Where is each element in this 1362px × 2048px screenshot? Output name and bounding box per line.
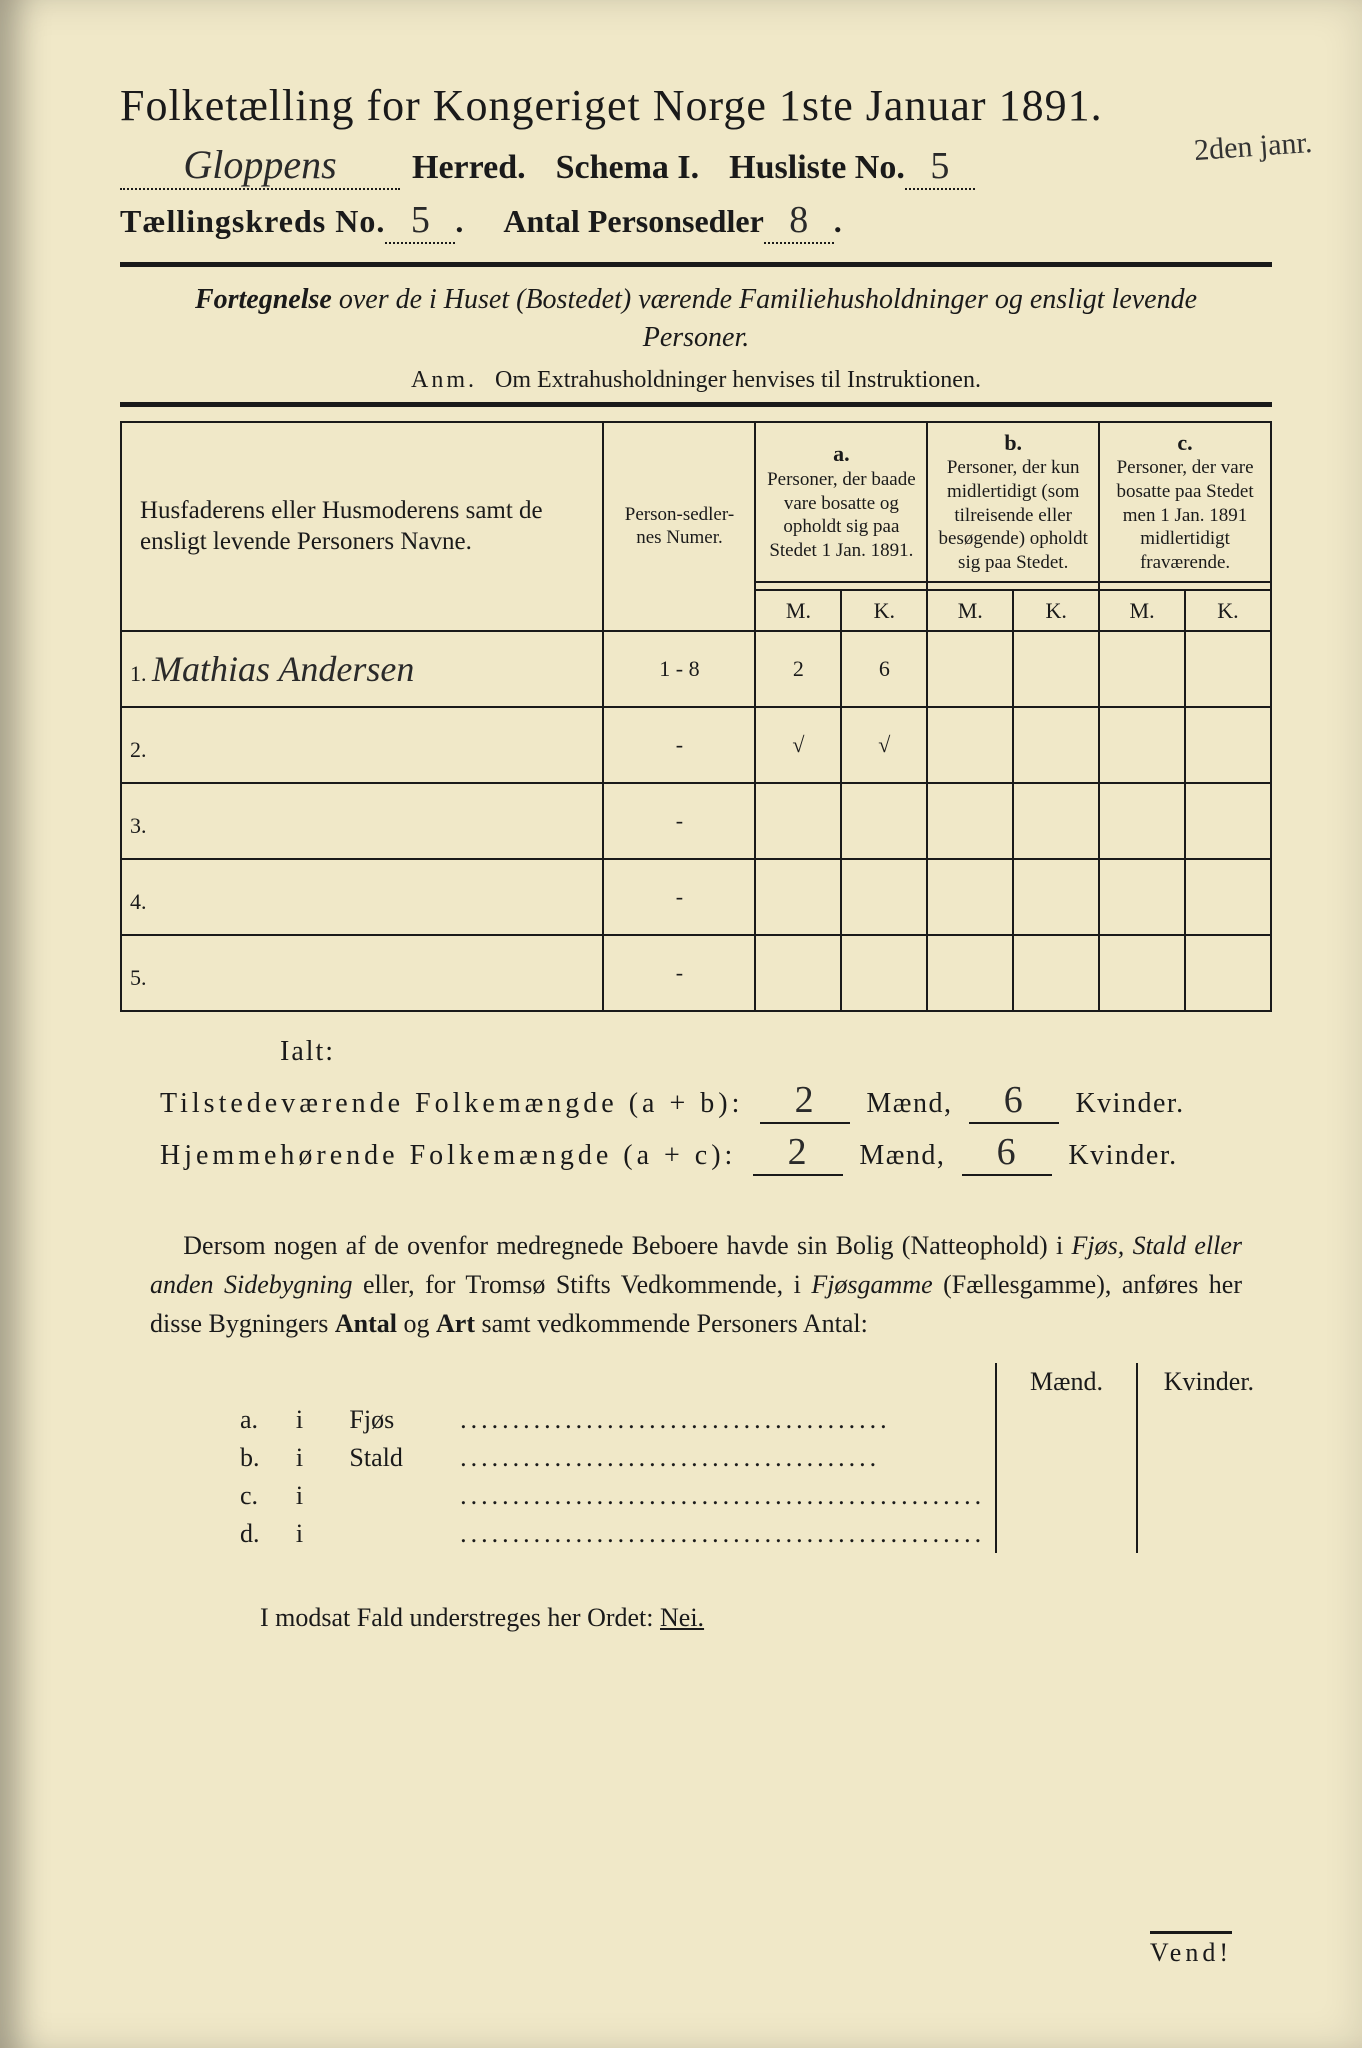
husliste-no: 5 — [905, 144, 975, 190]
ialt-label: Ialt: — [280, 1036, 1272, 1068]
kreds-label: Tællingskreds No. — [120, 203, 385, 240]
col-numer-header: Person-sedler-nes Numer. — [603, 422, 755, 632]
herred-value: Gloppens — [120, 141, 400, 190]
hjemme-m: 2 — [753, 1130, 843, 1176]
row-b-m — [927, 631, 1013, 707]
totals-line-2: Hjemmehørende Folkemængde (a + c): 2 Mæn… — [160, 1130, 1272, 1176]
row-name-cell: 3. — [121, 783, 603, 859]
row-b-k — [1013, 859, 1099, 935]
row-a-m: √ — [755, 707, 841, 783]
margin-date-note: 2den janr. — [1193, 126, 1313, 168]
row-numer: - — [603, 707, 755, 783]
row-b-k — [1013, 935, 1099, 1011]
table-row: 5. - — [121, 935, 1271, 1011]
modsat-line: I modsat Fald understreges her Ordet: Ne… — [260, 1603, 1272, 1633]
row-a-k — [841, 859, 927, 935]
row-b-m — [927, 859, 1013, 935]
table-row: 4. - — [121, 859, 1271, 935]
row-a-k — [841, 783, 927, 859]
row-numer: - — [603, 783, 755, 859]
header-line-2: Gloppens Herred. Schema I. Husliste No. … — [120, 141, 1272, 190]
row-b-m — [927, 707, 1013, 783]
col-c-m: M. — [1099, 590, 1185, 632]
row-a-m — [755, 783, 841, 859]
tilstede-m: 2 — [760, 1078, 850, 1124]
fortegnelse-lead: Fortegnelse — [195, 284, 332, 315]
row-a-m: 2 — [755, 631, 841, 707]
row-numer: 1 - 8 — [603, 631, 755, 707]
row-b-k — [1013, 783, 1099, 859]
main-table: Husfaderens eller Husmoderens samt de en… — [120, 421, 1272, 1013]
row-c-m — [1099, 783, 1185, 859]
row-c-k — [1185, 859, 1271, 935]
col-b-m: M. — [927, 590, 1013, 632]
side-row: d.i.....................................… — [230, 1515, 1280, 1553]
side-row: a.iFjøs.................................… — [230, 1401, 1280, 1439]
row-a-k: √ — [841, 707, 927, 783]
header-line-3: Tællingskreds No. 5 . Antal Personsedler… — [120, 198, 1272, 244]
side-hdr-k: Kvinder. — [1137, 1363, 1280, 1401]
col-b-header: b. Personer, der kun midlertidigt (som t… — [927, 422, 1099, 582]
side-hdr-m: Mænd. — [996, 1363, 1137, 1401]
col-name-header: Husfaderens eller Husmoderens samt de en… — [121, 422, 603, 632]
rule-1 — [120, 262, 1272, 267]
vend-label: Vend! — [1150, 1931, 1232, 1968]
row-name-cell: 4. — [121, 859, 603, 935]
col-b-k: K. — [1013, 590, 1099, 632]
personsedler-label: Antal Personsedler — [503, 203, 763, 240]
page-title: Folketælling for Kongeriget Norge 1ste J… — [120, 80, 1272, 131]
fortegnelse-rest: over de i Huset (Bostedet) værende Famil… — [332, 284, 1197, 353]
row-c-k — [1185, 707, 1271, 783]
side-row: b.iStald................................… — [230, 1439, 1280, 1477]
row-b-m — [927, 783, 1013, 859]
rule-2 — [120, 402, 1272, 407]
fortegnelse-heading: Fortegnelse over de i Huset (Bostedet) v… — [180, 281, 1212, 357]
row-c-k — [1185, 783, 1271, 859]
personsedler-no: 8 — [764, 198, 834, 244]
schema-label: Schema I. — [556, 149, 700, 187]
nei-word: Nei. — [660, 1603, 704, 1632]
totals-line-1: Tilstedeværende Folkemængde (a + b): 2 M… — [160, 1078, 1272, 1124]
row-name-cell: 5. — [121, 935, 603, 1011]
tilstede-k: 6 — [969, 1078, 1059, 1124]
table-row: 2. -√√ — [121, 707, 1271, 783]
row-c-k — [1185, 631, 1271, 707]
row-name-cell: 2. — [121, 707, 603, 783]
row-numer: - — [603, 859, 755, 935]
hjemme-k: 6 — [962, 1130, 1052, 1176]
row-c-m — [1099, 707, 1185, 783]
table-row: 3. - — [121, 783, 1271, 859]
col-a-m: M. — [755, 590, 841, 632]
row-a-m — [755, 859, 841, 935]
row-a-m — [755, 935, 841, 1011]
row-b-m — [927, 935, 1013, 1011]
table-row: 1. Mathias Andersen1 - 826 — [121, 631, 1271, 707]
side-row: c.i.....................................… — [230, 1477, 1280, 1515]
side-building-paragraph: Dersom nogen af de ovenfor medregnede Be… — [150, 1226, 1242, 1343]
kreds-no: 5 — [385, 198, 455, 244]
anm-label: Anm. — [411, 367, 477, 393]
row-c-k — [1185, 935, 1271, 1011]
col-c-k: K. — [1185, 590, 1271, 632]
row-c-m — [1099, 859, 1185, 935]
col-a-k: K. — [841, 590, 927, 632]
row-a-k — [841, 935, 927, 1011]
row-b-k — [1013, 707, 1099, 783]
row-b-k — [1013, 631, 1099, 707]
anm-text: Om Extrahusholdninger henvises til Instr… — [495, 367, 981, 393]
row-c-m — [1099, 935, 1185, 1011]
row-numer: - — [603, 935, 755, 1011]
col-c-header: c. Personer, der vare bosatte paa Stedet… — [1099, 422, 1271, 582]
row-c-m — [1099, 631, 1185, 707]
col-a-header: a. Personer, der baade vare bosatte og o… — [755, 422, 927, 582]
side-building-table: Mænd. Kvinder. a.iFjøs..................… — [230, 1363, 1280, 1553]
husliste-label: Husliste No. — [729, 149, 905, 187]
herred-label: Herred. — [412, 149, 526, 187]
anm-line: Anm. Om Extrahusholdninger henvises til … — [120, 367, 1272, 394]
row-a-k: 6 — [841, 631, 927, 707]
census-form-page: Folketælling for Kongeriget Norge 1ste J… — [0, 0, 1362, 2048]
row-name-cell: 1. Mathias Andersen — [121, 631, 603, 707]
